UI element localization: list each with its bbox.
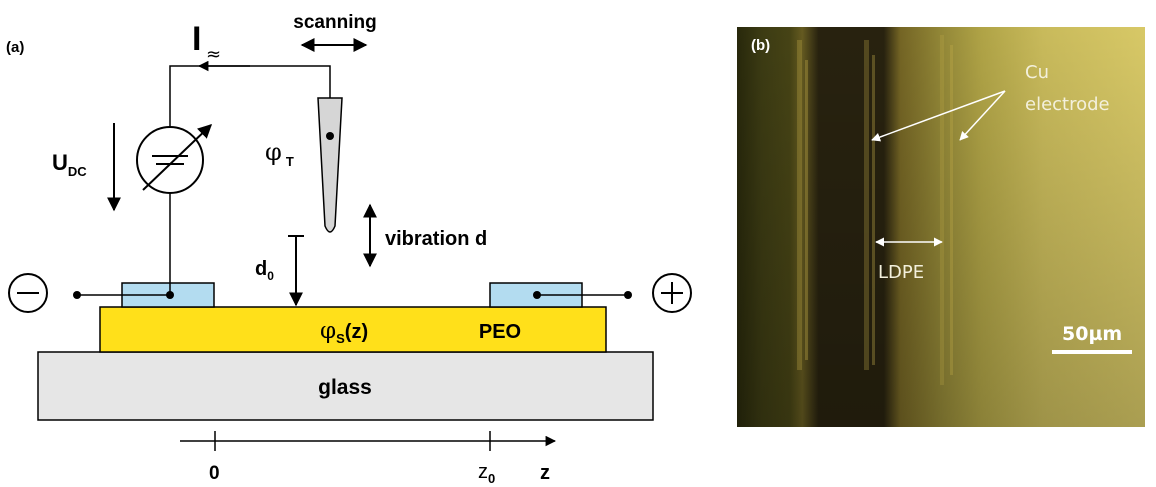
peo-film (99, 306, 607, 353)
panel-a: (a) glass φS(z) PEO (6, 12, 692, 486)
probe-contact (326, 132, 334, 140)
glass-label: glass (318, 376, 372, 399)
voltage-label: UDC (52, 150, 87, 179)
electrode-label-line2: electrode (1025, 94, 1110, 115)
z-axis-z0-label: z0 (478, 461, 495, 486)
minus-icon (8, 273, 48, 313)
panel-b-label: (b) (751, 37, 770, 54)
z-axis-origin-label: 0 (209, 463, 220, 484)
panel-b-micrograph: (b) Cu electrode LDPE 50µm (737, 27, 1145, 427)
electrode-pointer-right (959, 90, 1006, 141)
vibration-label: vibration d (385, 228, 487, 250)
ldpe-label: LDPE (878, 262, 924, 283)
surface-potential-label: φS(z) (320, 318, 368, 346)
right-terminal-dot (624, 291, 632, 299)
scale-bar-label: 50µm (1062, 323, 1122, 345)
current-label: I (192, 20, 201, 58)
electrode-texture (797, 35, 953, 385)
current-ac-symbol: ≈ (206, 44, 221, 65)
electrode-label-line1: Cu (1025, 62, 1049, 83)
probe-tip (317, 97, 343, 233)
micrograph-shading (737, 27, 1145, 427)
right-electrode-contact (533, 291, 541, 299)
scanning-label: scanning (293, 12, 376, 33)
gap-label: d0 (255, 258, 274, 283)
variable-voltage-source-icon (136, 124, 213, 194)
electrode-pointer-left (871, 90, 1006, 142)
left-terminal-dot (73, 291, 81, 299)
peo-label: PEO (479, 321, 521, 343)
scale-bar (1052, 350, 1132, 354)
glass-substrate (37, 351, 654, 421)
circuit-wire-top (169, 65, 331, 128)
z-axis-label: z (540, 462, 550, 484)
panel-a-label: (a) (6, 39, 24, 56)
plus-icon (652, 273, 692, 313)
